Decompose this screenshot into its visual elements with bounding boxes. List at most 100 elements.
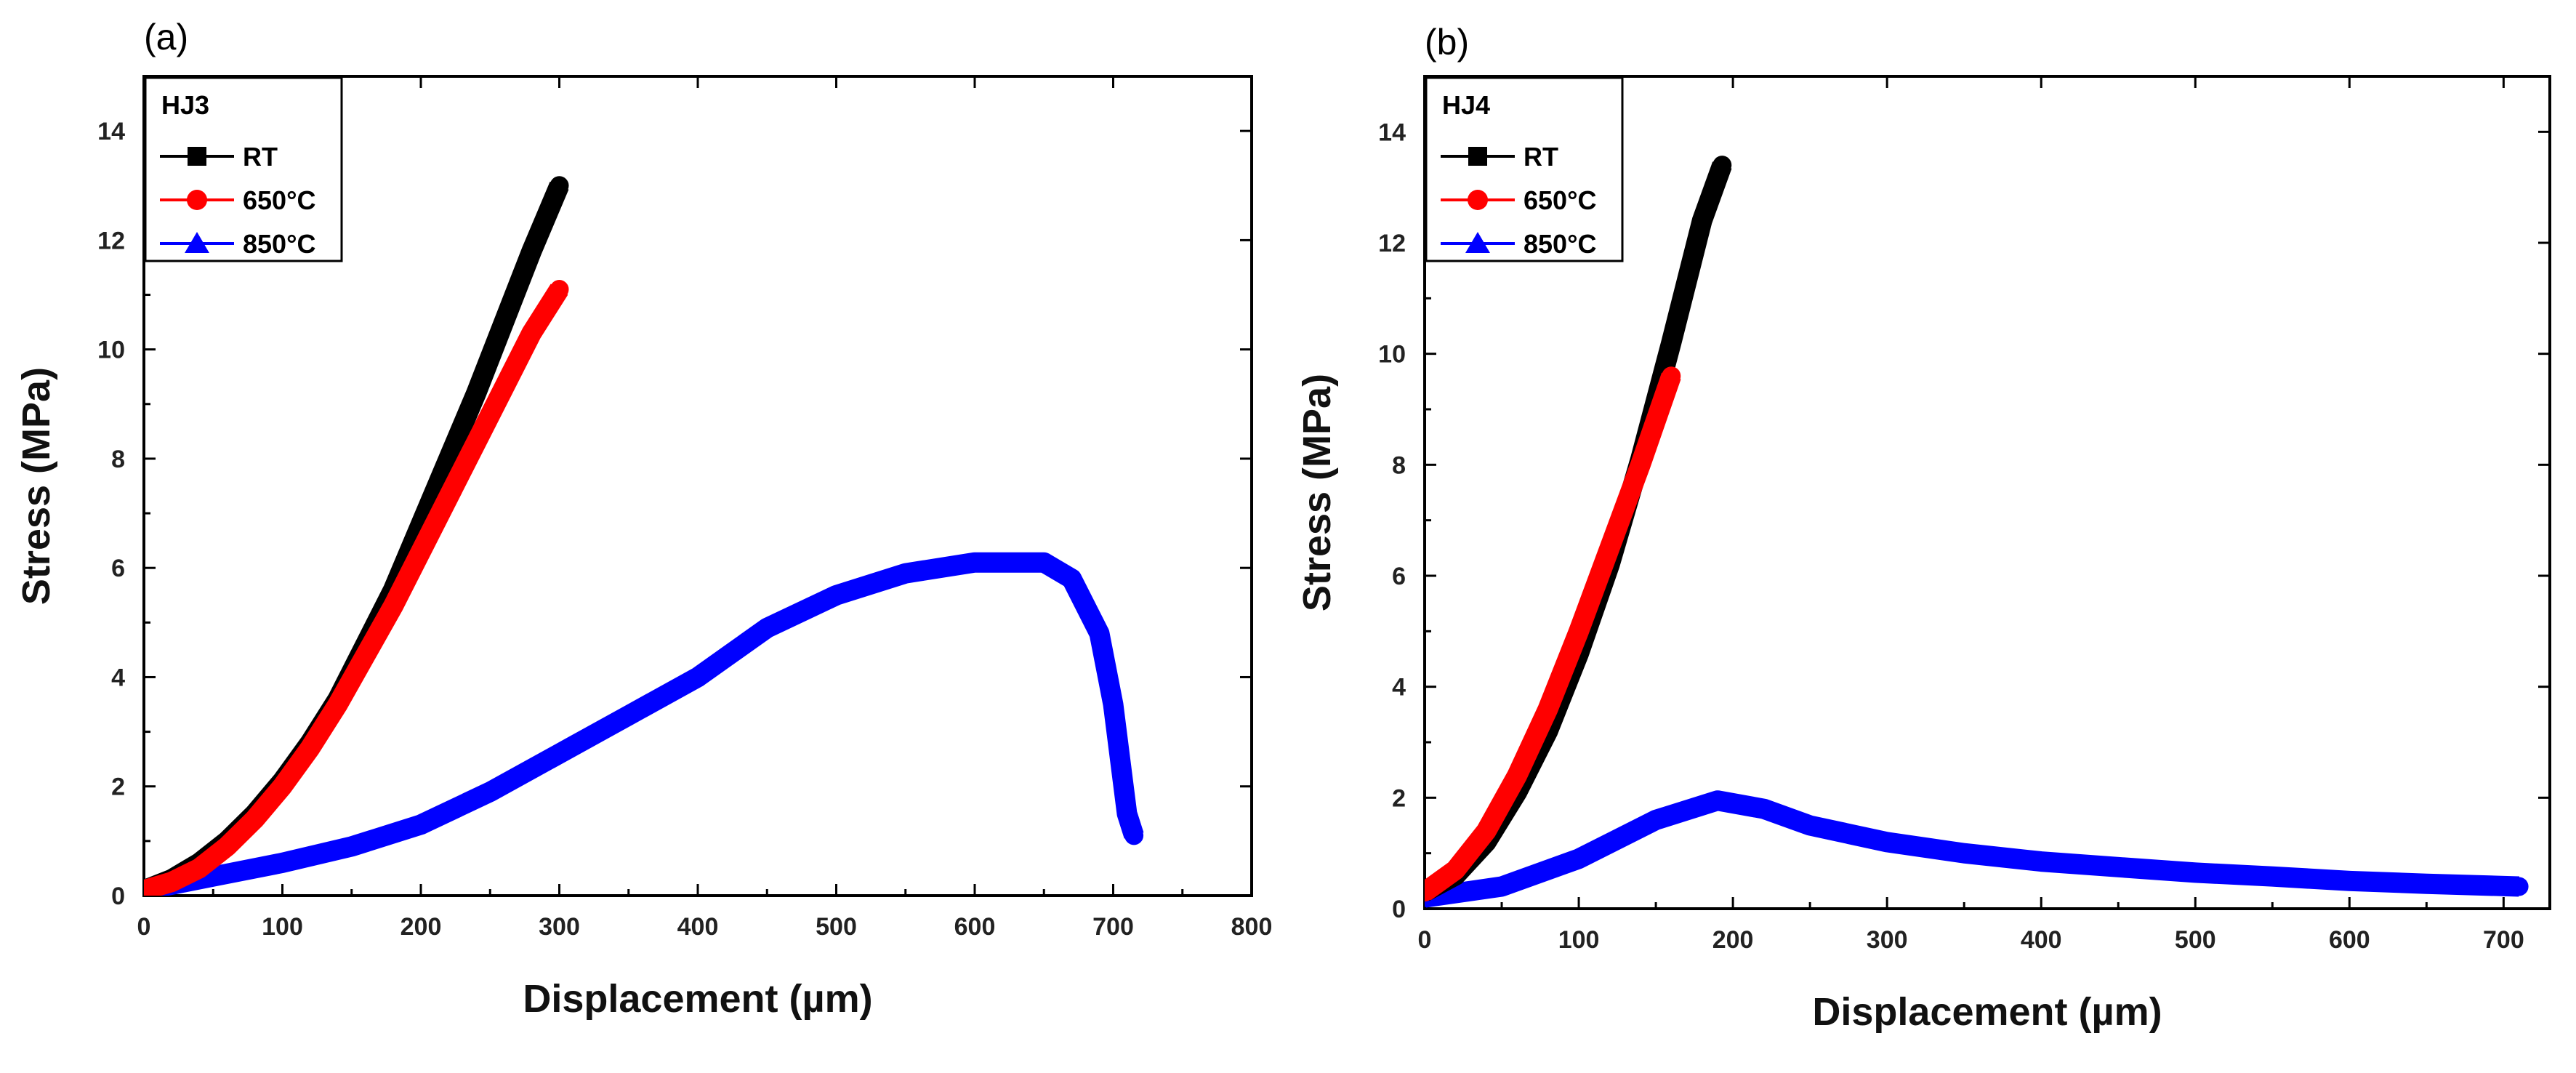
legend-title: HJ3 bbox=[161, 90, 209, 120]
legend-label: RT bbox=[243, 142, 278, 172]
data-point-rt bbox=[1662, 333, 1681, 353]
y-axis-title: Stress (MPa) bbox=[1295, 374, 1339, 611]
data-point-850-c bbox=[757, 618, 777, 638]
data-point-650-c bbox=[217, 837, 237, 856]
data-point-650-c bbox=[383, 596, 403, 616]
data-point-650-c bbox=[522, 323, 542, 343]
x-tick-label: 500 bbox=[816, 913, 857, 941]
legend: HJ4 RT 650°C 850°C bbox=[1425, 76, 1624, 262]
x-tick-label: 300 bbox=[1867, 926, 1908, 954]
y-tick-label: 10 bbox=[1378, 341, 1406, 369]
legend-item-850-c: 850°C bbox=[1441, 229, 1596, 259]
x-tick-label: 0 bbox=[1418, 926, 1432, 954]
data-point-650-c bbox=[467, 433, 486, 452]
data-point-650-c bbox=[439, 487, 459, 507]
data-point-850-c bbox=[1646, 810, 1666, 829]
y-axis-ticks: 0 2 4 6 8 10 12 14 bbox=[97, 75, 1252, 910]
data-point-650-c bbox=[1630, 455, 1650, 475]
legend-label: 650°C bbox=[1524, 185, 1596, 215]
x-axis-title: Displacement (µm) bbox=[523, 977, 872, 1021]
data-point-650-c bbox=[355, 646, 375, 665]
series-650-c bbox=[144, 280, 569, 896]
data-point-850-c bbox=[688, 667, 707, 687]
data-point-850-c bbox=[550, 744, 569, 763]
data-series-group bbox=[1425, 156, 2529, 908]
legend: HJ3 RT 650°C 850°C bbox=[144, 76, 343, 262]
data-point-650-c bbox=[273, 776, 292, 796]
legend-item-rt: RT bbox=[1441, 142, 1558, 172]
series-line-850-c bbox=[144, 552, 1144, 896]
data-point-850-c bbox=[1569, 849, 1589, 869]
data-point-850-c bbox=[1034, 552, 1054, 572]
series-line-650-c bbox=[144, 284, 568, 896]
x-axis-ticks: 0 100 200 300 400 500 600 700 bbox=[1418, 76, 2524, 954]
data-point-850-c bbox=[826, 585, 846, 605]
data-point-650-c bbox=[245, 809, 265, 829]
data-point-850-c bbox=[1124, 826, 1144, 845]
data-point-rt bbox=[494, 313, 514, 332]
data-point-650-c bbox=[1508, 765, 1527, 785]
legend-circle-marker bbox=[187, 190, 207, 210]
legend-box bbox=[144, 76, 343, 262]
data-point-650-c bbox=[1662, 366, 1681, 386]
data-point-850-c bbox=[1111, 750, 1130, 769]
y-tick-label: 6 bbox=[1392, 563, 1406, 590]
y-axis-ticks: 0 2 4 6 8 10 12 14 bbox=[1378, 75, 2550, 923]
data-point-rt bbox=[439, 449, 459, 468]
data-point-650-c bbox=[1538, 699, 1558, 719]
legend-label: 850°C bbox=[243, 229, 315, 259]
data-point-650-c bbox=[1600, 538, 1619, 558]
y-axis-title: Stress (MPa) bbox=[15, 367, 58, 605]
chart-panel-b: (b) 0 100 200 300 400 500 600 700 0 2 4 6 8 10 12 14 Disp… bbox=[1295, 22, 2551, 1034]
data-point-850-c bbox=[1117, 804, 1137, 824]
series-line-850-c bbox=[1425, 790, 2520, 908]
data-point-650-c bbox=[1446, 860, 1465, 880]
y-tick-label: 0 bbox=[1392, 896, 1406, 923]
x-tick-label: 700 bbox=[1092, 913, 1134, 941]
x-tick-label: 400 bbox=[2021, 926, 2062, 954]
x-tick-label: 100 bbox=[1558, 926, 1600, 954]
data-point-rt bbox=[522, 241, 542, 261]
data-point-650-c bbox=[1476, 821, 1496, 841]
x-tick-label: 200 bbox=[1712, 926, 1754, 954]
y-tick-label: 12 bbox=[97, 227, 125, 254]
plot-frame bbox=[1423, 75, 2551, 910]
legend-square-marker bbox=[188, 147, 206, 166]
data-point-850-c bbox=[1090, 624, 1109, 643]
data-point-650-c bbox=[162, 872, 182, 892]
data-point-650-c bbox=[1569, 622, 1589, 641]
data-point-650-c bbox=[550, 280, 569, 300]
legend-item-850-c: 850°C bbox=[160, 229, 315, 259]
x-tick-label: 700 bbox=[2483, 926, 2524, 954]
x-tick-label: 200 bbox=[401, 913, 442, 941]
data-point-650-c bbox=[144, 880, 153, 896]
data-point-850-c bbox=[2263, 867, 2282, 886]
legend-label: 650°C bbox=[243, 185, 315, 215]
data-point-650-c bbox=[328, 695, 347, 715]
data-point-850-c bbox=[1877, 832, 1897, 852]
data-point-850-c bbox=[1707, 791, 1727, 811]
legend-item-650-c: 650°C bbox=[160, 185, 315, 215]
legend-label: 850°C bbox=[1524, 229, 1596, 259]
y-tick-label: 8 bbox=[111, 446, 125, 473]
y-tick-label: 8 bbox=[1392, 451, 1406, 479]
data-point-850-c bbox=[2509, 877, 2529, 896]
data-point-850-c bbox=[895, 563, 915, 583]
data-point-650-c bbox=[190, 859, 209, 878]
legend-item-650-c: 650°C bbox=[1441, 185, 1596, 215]
x-tick-label: 800 bbox=[1231, 913, 1273, 941]
y-tick-label: 2 bbox=[111, 773, 125, 801]
x-axis-title: Displacement (µm) bbox=[1812, 990, 2162, 1034]
data-point-rt bbox=[550, 176, 569, 196]
data-point-850-c bbox=[965, 552, 984, 572]
data-point-850-c bbox=[1754, 799, 1774, 819]
data-point-850-c bbox=[2109, 857, 2128, 877]
data-point-850-c bbox=[1955, 843, 1974, 863]
data-point-850-c bbox=[1800, 816, 1820, 835]
data-point-rt bbox=[1712, 156, 1732, 175]
x-tick-label: 600 bbox=[2329, 926, 2370, 954]
series-650-c bbox=[1425, 366, 1681, 902]
data-point-650-c bbox=[494, 378, 514, 398]
